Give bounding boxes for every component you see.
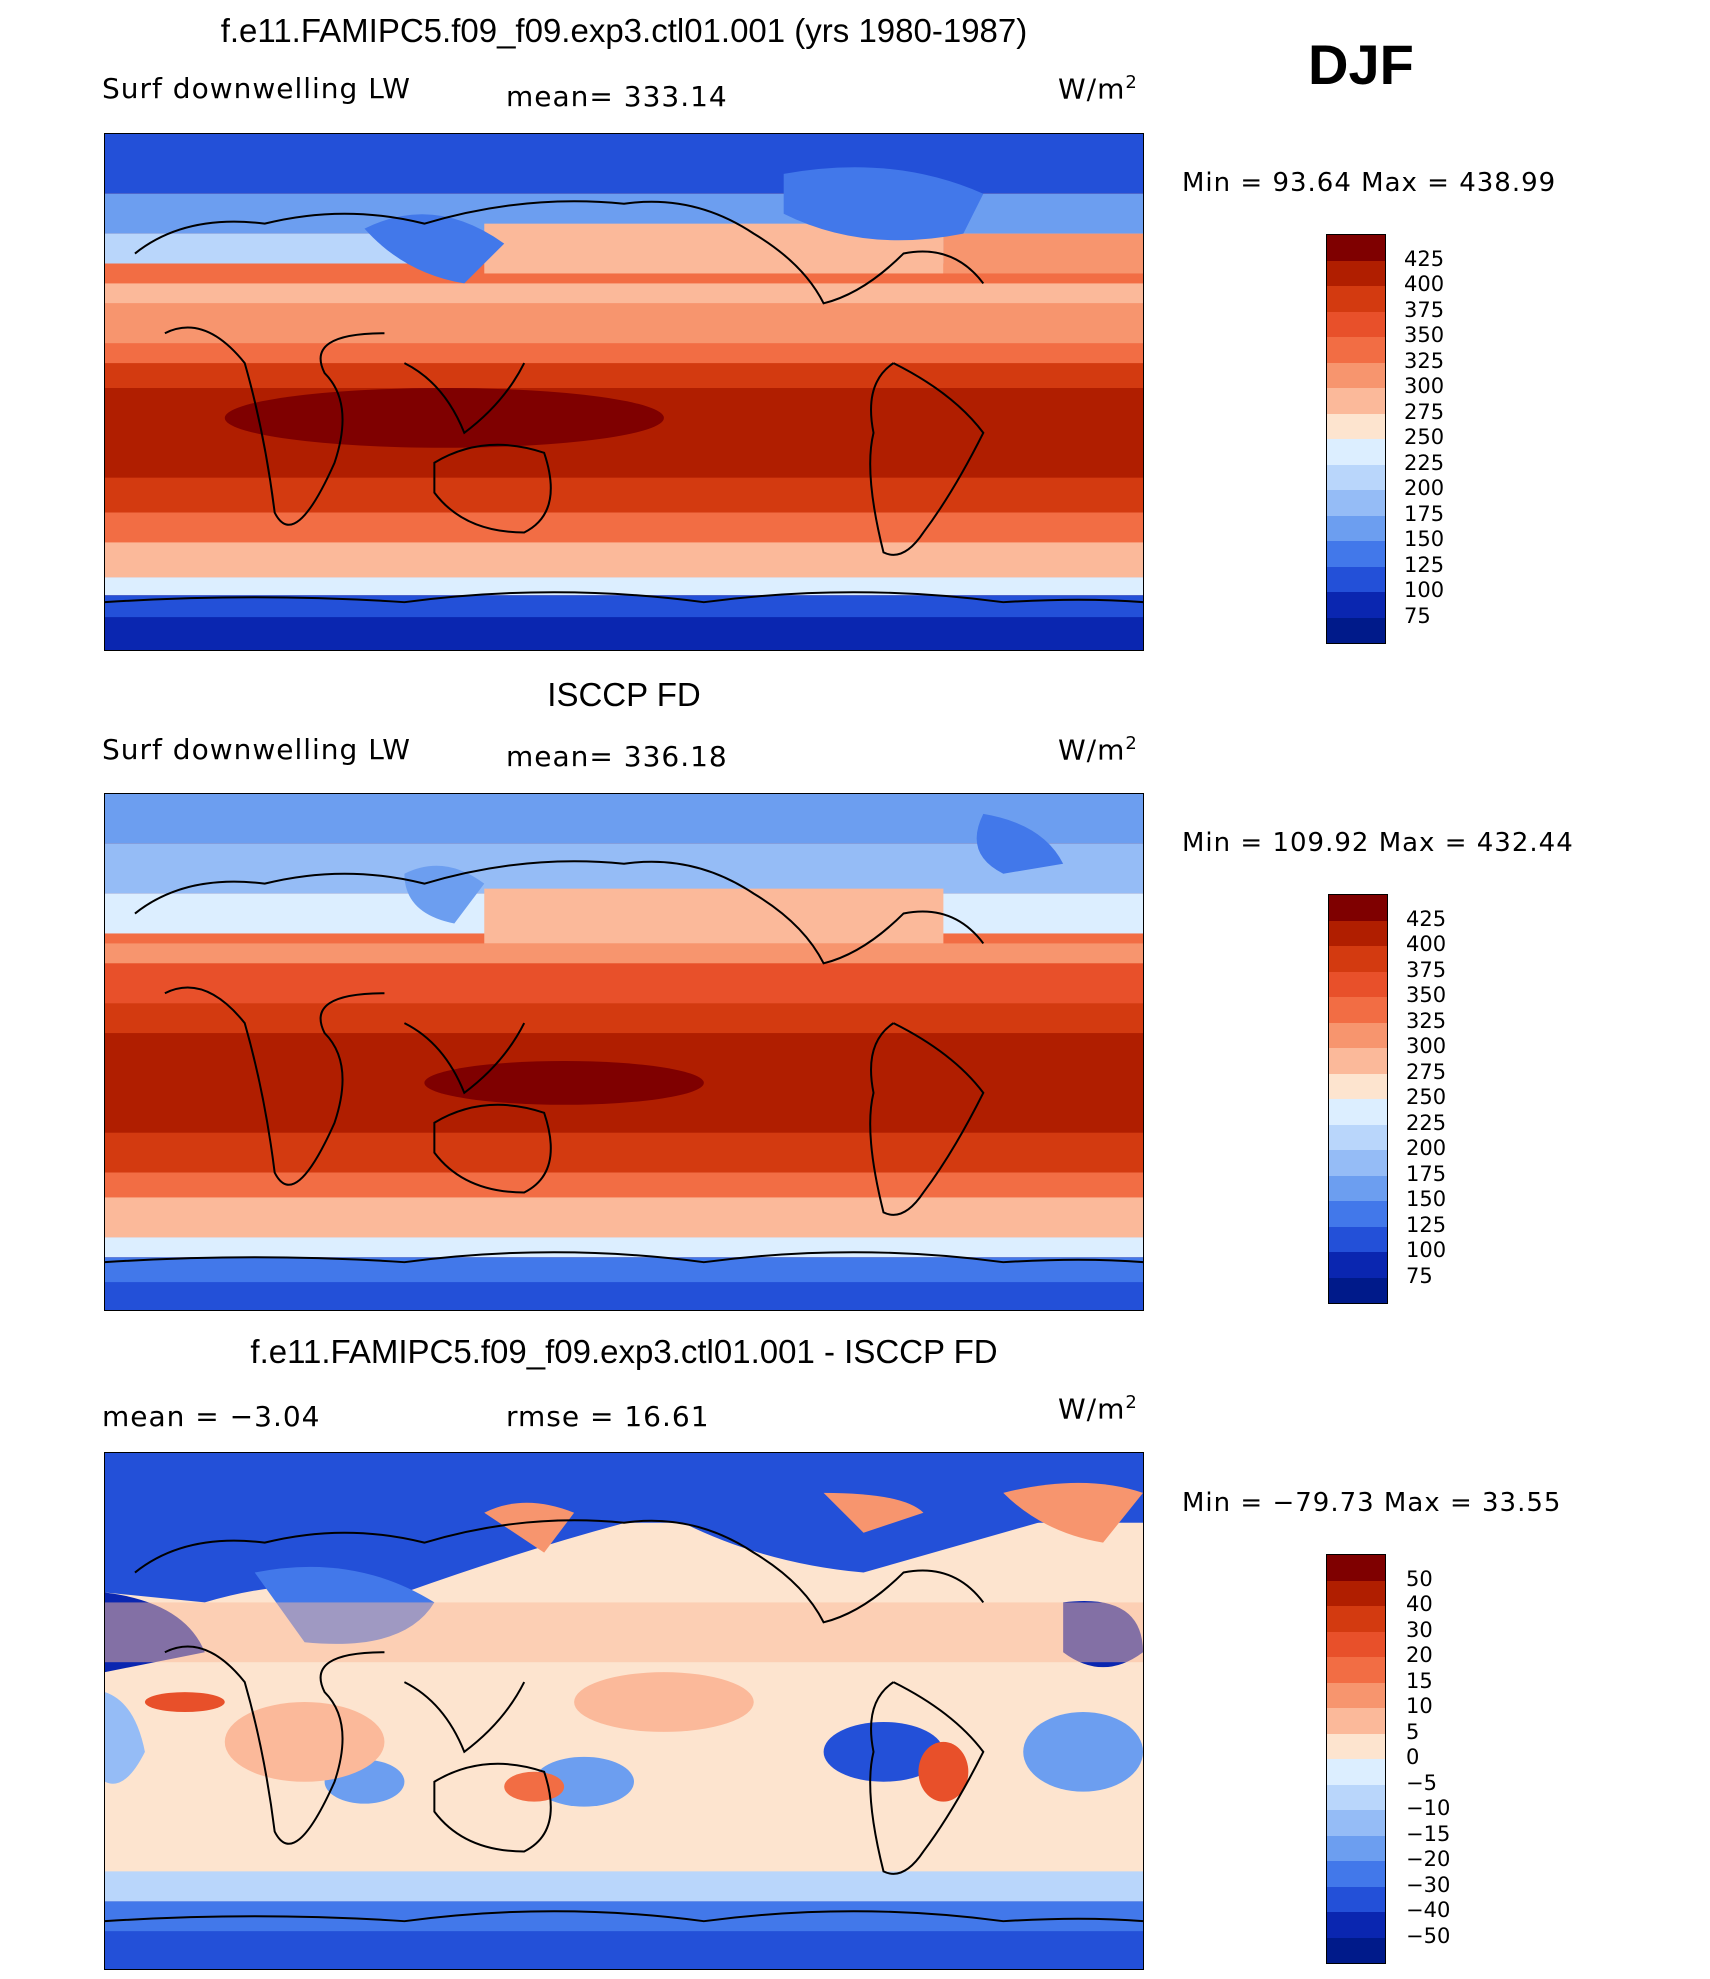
colorbar-tick: −50 [1406, 1924, 1451, 1948]
colorbar-tick: 350 [1404, 323, 1445, 347]
panel1-mean-label: mean= 333.14 [506, 80, 728, 113]
colorbar-tick: 250 [1404, 425, 1445, 449]
panel3-map [104, 1452, 1144, 1970]
colorbar-tick: −40 [1406, 1898, 1451, 1922]
panel2-mean-label: mean= 336.18 [506, 740, 728, 773]
colorbar-tick: 400 [1406, 932, 1447, 956]
colorbar-tick: 325 [1404, 349, 1445, 373]
isccp-lw-map [105, 794, 1143, 1310]
colorbar-tick: 40 [1406, 1592, 1433, 1616]
colorbar-tick: 200 [1404, 476, 1445, 500]
panel2-title: ISCCP FD [547, 676, 701, 713]
colorbar-tick: −10 [1406, 1796, 1451, 1820]
panel2-minmax: Min = 109.92 Max = 432.44 [1182, 828, 1574, 858]
colorbar-tick: 0 [1406, 1745, 1420, 1769]
colorbar-tick: −30 [1406, 1873, 1451, 1897]
panel1-title: f.e11.FAMIPC5.f09_f09.exp3.ctl01.001 (yr… [220, 12, 1028, 49]
panel3-units: W/m2 [1058, 1392, 1138, 1426]
colorbar-tick: 10 [1406, 1694, 1433, 1718]
panel2-units: W/m2 [1058, 733, 1138, 767]
model-lw-map [105, 134, 1143, 650]
colorbar-tick: 225 [1404, 451, 1445, 475]
colorbar-tick: 425 [1406, 907, 1447, 931]
panel2-map [104, 793, 1144, 1311]
colorbar-tick: 100 [1406, 1238, 1447, 1262]
panel3-rmse-label: rmse = 16.61 [506, 1400, 710, 1433]
panel2-field-label: Surf downwelling LW [102, 733, 411, 766]
colorbar-tick: −15 [1406, 1822, 1451, 1846]
colorbar-tick: 50 [1406, 1567, 1433, 1591]
colorbar-tick: 325 [1406, 1009, 1447, 1033]
colorbar-tick: 125 [1406, 1213, 1447, 1237]
colorbar-tick: 350 [1406, 983, 1447, 1007]
colorbar-tick: 275 [1404, 400, 1445, 424]
panel1-map [104, 133, 1144, 651]
colorbar-tick: 150 [1404, 527, 1445, 551]
colorbar-tick: 425 [1404, 247, 1445, 271]
colorbar-tick: 20 [1406, 1643, 1433, 1667]
colorbar-tick: 375 [1404, 298, 1445, 322]
colorbar-tick: 30 [1406, 1618, 1433, 1642]
colorbar-tick: 75 [1404, 604, 1431, 628]
panel2-colorbar [1328, 894, 1388, 1304]
colorbar-tick: 300 [1406, 1034, 1447, 1058]
colorbar-tick: 200 [1406, 1136, 1447, 1160]
panel3-mean-label: mean = −3.04 [102, 1400, 321, 1433]
panel1-colorbar [1326, 234, 1386, 644]
panel1-minmax: Min = 93.64 Max = 438.99 [1182, 168, 1557, 198]
colorbar-tick: 375 [1406, 958, 1447, 982]
colorbar-tick: 175 [1404, 502, 1445, 526]
colorbar-tick: 15 [1406, 1669, 1433, 1693]
colorbar-tick: 250 [1406, 1085, 1447, 1109]
panel3-title: f.e11.FAMIPC5.f09_f09.exp3.ctl01.001 - I… [250, 1333, 998, 1370]
colorbar-tick: 175 [1406, 1162, 1447, 1186]
colorbar-tick: 5 [1406, 1720, 1420, 1744]
panel3-colorbar [1326, 1554, 1386, 1964]
panel1-field-label: Surf downwelling LW [102, 72, 411, 105]
colorbar-tick: 275 [1406, 1060, 1447, 1084]
colorbar-tick: 400 [1404, 272, 1445, 296]
colorbar-tick: −20 [1406, 1847, 1451, 1871]
colorbar-tick: 300 [1404, 374, 1445, 398]
colorbar-tick: −5 [1406, 1771, 1437, 1795]
colorbar-tick: 150 [1406, 1187, 1447, 1211]
panel1-units: W/m2 [1058, 72, 1138, 106]
panel3-minmax: Min = −79.73 Max = 33.55 [1182, 1488, 1562, 1518]
colorbar-tick: 100 [1404, 578, 1445, 602]
season-label: DJF [1308, 33, 1414, 96]
colorbar-tick: 225 [1406, 1111, 1447, 1135]
colorbar-tick: 125 [1404, 553, 1445, 577]
difference-map [105, 1453, 1143, 1969]
colorbar-tick: 75 [1406, 1264, 1433, 1288]
